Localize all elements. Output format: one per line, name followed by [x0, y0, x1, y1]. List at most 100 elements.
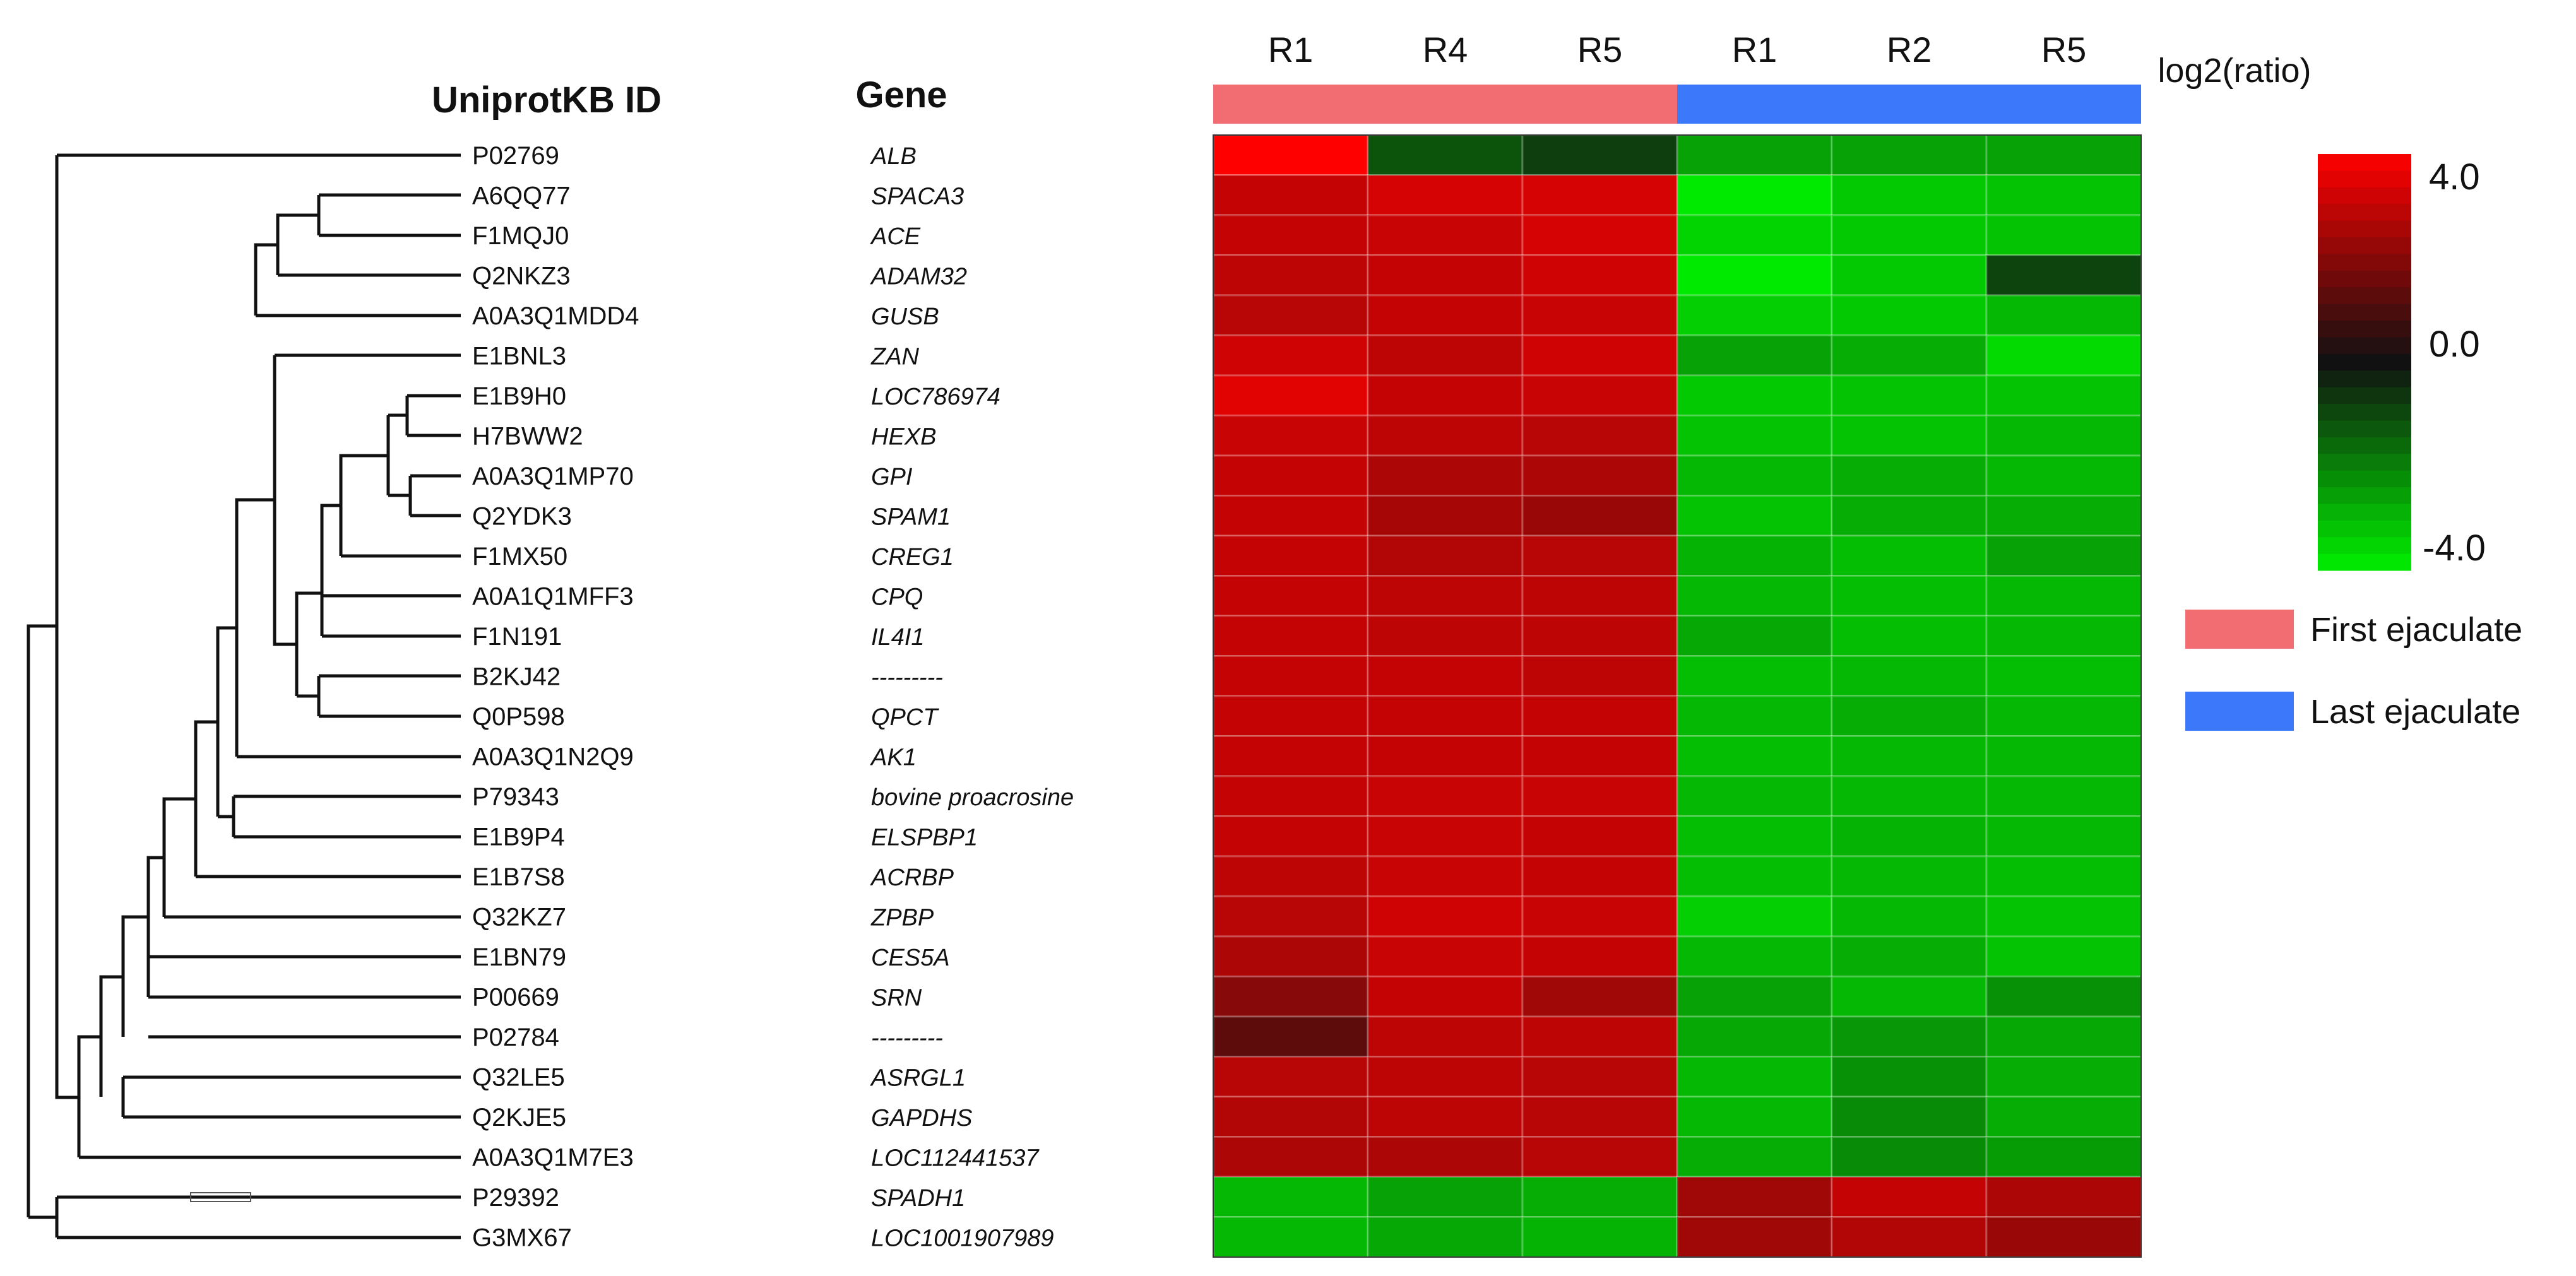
heatmap-cell	[1367, 294, 1524, 336]
row-id-label: H7BWW2	[472, 422, 583, 450]
heatmap-cell	[1212, 575, 1369, 617]
heatmap-cell	[1212, 535, 1369, 577]
legend-mid-label: 0.0	[2429, 324, 2480, 365]
heatmap-cell	[1985, 1136, 2142, 1178]
column-label: R5	[1577, 30, 1623, 69]
heatmap-cell	[1676, 655, 1833, 697]
heatmap-cell	[1676, 374, 1833, 416]
row-gene-label: GUSB	[871, 304, 939, 330]
heatmap-cell	[1367, 575, 1524, 617]
heatmap-cell	[1212, 735, 1369, 777]
colorbar-step	[2318, 270, 2411, 288]
heatmap-cell	[1985, 454, 2142, 497]
heatmap-cell	[1985, 495, 2142, 537]
heatmap-cell	[1521, 454, 1678, 497]
heatmap-cell	[1831, 1015, 1988, 1058]
heatmap-cell	[1831, 495, 1988, 537]
row-id-label: Q2NKZ3	[472, 262, 571, 290]
heatmap-cell	[1985, 374, 2142, 416]
heatmap-cell	[1212, 334, 1369, 377]
heatmap-cell	[1676, 535, 1833, 577]
heatmap-cell	[1212, 174, 1369, 216]
legend-title: log2(ratio)	[2158, 52, 2311, 90]
row-gene-label: SRN	[871, 984, 922, 1011]
heatmap-cell	[1367, 655, 1524, 697]
heatmap-cell	[1521, 495, 1678, 537]
row-gene-label: ACRBP	[870, 865, 954, 891]
row-id-label: P00669	[472, 983, 559, 1011]
colorbar-step	[2318, 353, 2411, 371]
row-id-label: G3MX67	[472, 1224, 572, 1251]
heatmap-cell	[1831, 374, 1988, 416]
colorbar-step	[2318, 170, 2411, 188]
heatmap-cell	[1676, 1015, 1833, 1058]
heatmap-cell	[1367, 134, 1524, 176]
colorbar-step	[2318, 504, 2411, 521]
heatmap-cell	[1367, 415, 1524, 457]
heatmap-cell	[1676, 695, 1833, 737]
heatmap-cell	[1676, 775, 1833, 817]
heatmap-frame	[1213, 134, 2142, 1258]
colorbar-step	[2318, 337, 2411, 355]
colorbar-step	[2318, 321, 2411, 338]
colorbar-step	[2318, 420, 2411, 438]
legend-min-label: -4.0	[2423, 528, 2486, 569]
row-id-label: P02769	[472, 142, 559, 170]
heatmap-cell	[1212, 1096, 1369, 1138]
group-bar	[1213, 85, 1677, 124]
id-column-header: UniprotKB ID	[432, 80, 662, 121]
row-id-label: F1N191	[472, 623, 562, 651]
heatmap-cell	[1676, 495, 1833, 537]
colorbar-step	[2318, 470, 2411, 488]
row-id-label: A6QQ77	[472, 182, 571, 210]
heatmap-cell	[1831, 1056, 1988, 1098]
column-label: R1	[1732, 30, 1778, 69]
heatmap-cell	[1831, 775, 1988, 817]
heatmap-cell	[1521, 935, 1678, 978]
row-gene-label: ACE	[870, 223, 921, 250]
heatmap-cell	[1831, 895, 1988, 938]
heatmap-cell	[1831, 535, 1988, 577]
heatmap-cell	[1831, 855, 1988, 897]
heatmap-cell	[1521, 1056, 1678, 1098]
heatmap-cell	[1212, 775, 1369, 817]
heatmap-cell	[1212, 1216, 1369, 1258]
heatmap-cell	[1676, 454, 1833, 497]
row-gene-label: ELSPBP1	[871, 824, 978, 851]
heatmap-cell	[1367, 855, 1524, 897]
heatmap-cell	[1212, 655, 1369, 697]
row-gene-label: QPCT	[871, 704, 939, 731]
heatmap-cell	[1831, 415, 1988, 457]
heatmap-cell	[1831, 815, 1988, 858]
heatmap-cell	[1521, 655, 1678, 697]
heatmap-cell	[1676, 1176, 1833, 1218]
row-gene-label: IL4I1	[871, 624, 925, 651]
heatmap-cell	[1521, 535, 1678, 577]
heatmap-cell	[1831, 655, 1988, 697]
colorbar-step	[2318, 204, 2411, 222]
heatmap-cell	[1985, 976, 2142, 1018]
heatmap-cell	[1985, 575, 2142, 617]
heatmap-cell	[1212, 1015, 1369, 1058]
heatmap-cell	[1831, 615, 1988, 657]
heatmap-cell	[1212, 1056, 1369, 1098]
heatmap-cell	[1521, 815, 1678, 858]
heatmap-cell	[1831, 1216, 1988, 1258]
heatmap-cell	[1367, 1096, 1524, 1138]
heatmap-cell	[1831, 976, 1988, 1018]
heatmap-cell	[1831, 575, 1988, 617]
heatmap-cell	[1985, 1176, 2142, 1218]
heatmap-cell	[1985, 775, 2142, 817]
heatmap-cell	[1831, 334, 1988, 377]
heatmap-cell	[1521, 294, 1678, 336]
colorbar-step	[2318, 520, 2411, 538]
heatmap-cell	[1985, 415, 2142, 457]
heatmap-cell	[1676, 214, 1833, 256]
heatmap-cell	[1985, 935, 2142, 978]
heatmap-cell	[1521, 134, 1678, 176]
heatmap-cell	[1676, 254, 1833, 297]
row-id-label: E1BN79	[472, 943, 566, 971]
heatmap-cell	[1676, 334, 1833, 377]
heatmap-cell	[1212, 1136, 1369, 1178]
